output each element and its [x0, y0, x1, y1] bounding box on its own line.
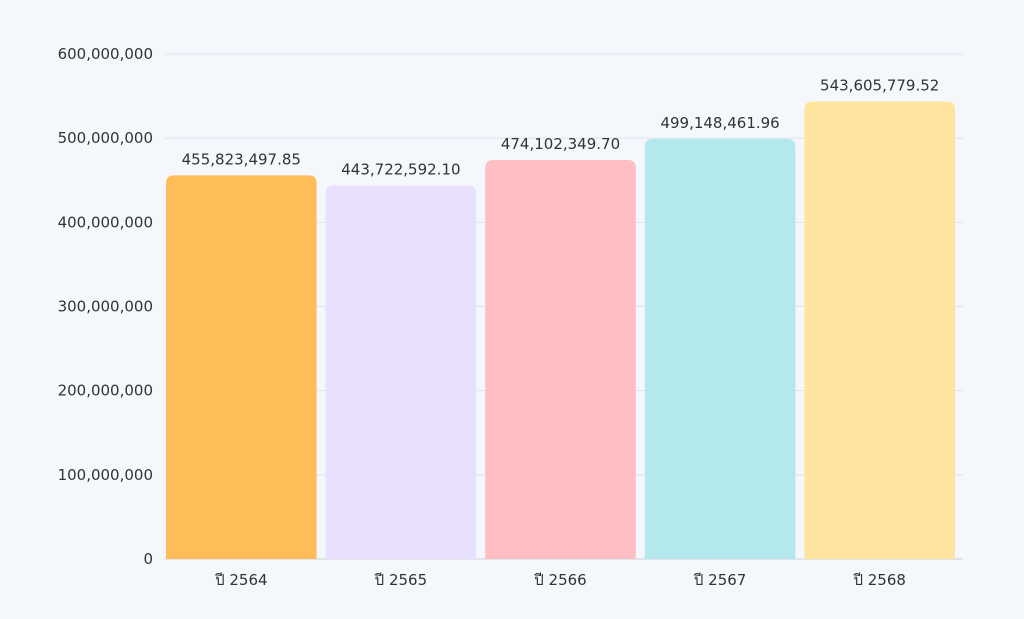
bar[interactable] [325, 185, 477, 559]
y-tick-label: 300,000,000 [58, 298, 153, 316]
bar[interactable] [166, 175, 317, 559]
x-tick-label: ปี 2566 [533, 571, 586, 589]
bar[interactable] [644, 138, 796, 560]
data-label: 474,102,349.70 [501, 135, 620, 153]
data-label: 543,605,779.52 [820, 76, 939, 94]
y-tick-label: 500,000,000 [58, 129, 153, 147]
y-tick-label: 400,000,000 [58, 213, 153, 231]
data-label: 455,823,497.85 [182, 150, 301, 168]
y-tick-label: 100,000,000 [58, 466, 153, 484]
x-tick-label: ปี 2565 [374, 571, 427, 589]
y-tick-label: 200,000,000 [58, 382, 153, 400]
x-tick-label: ปี 2564 [214, 571, 267, 589]
bar[interactable] [804, 101, 955, 559]
x-axis: ปี 2564 ปี 2565 ปี 2566 ปี 2567 ปี 2568 [214, 571, 906, 589]
bars: 455,823,497.85 443,722,592.10 474,102,349.… [166, 76, 955, 560]
x-tick-label: ปี 2568 [853, 571, 906, 589]
data-label: 499,148,461.96 [660, 114, 779, 132]
y-tick-label: 0 [143, 550, 153, 568]
y-tick-label: 600,000,000 [58, 45, 153, 63]
data-label: 443,722,592.10 [341, 161, 460, 179]
bar[interactable] [485, 159, 636, 559]
x-tick-label: ปี 2567 [693, 571, 746, 589]
